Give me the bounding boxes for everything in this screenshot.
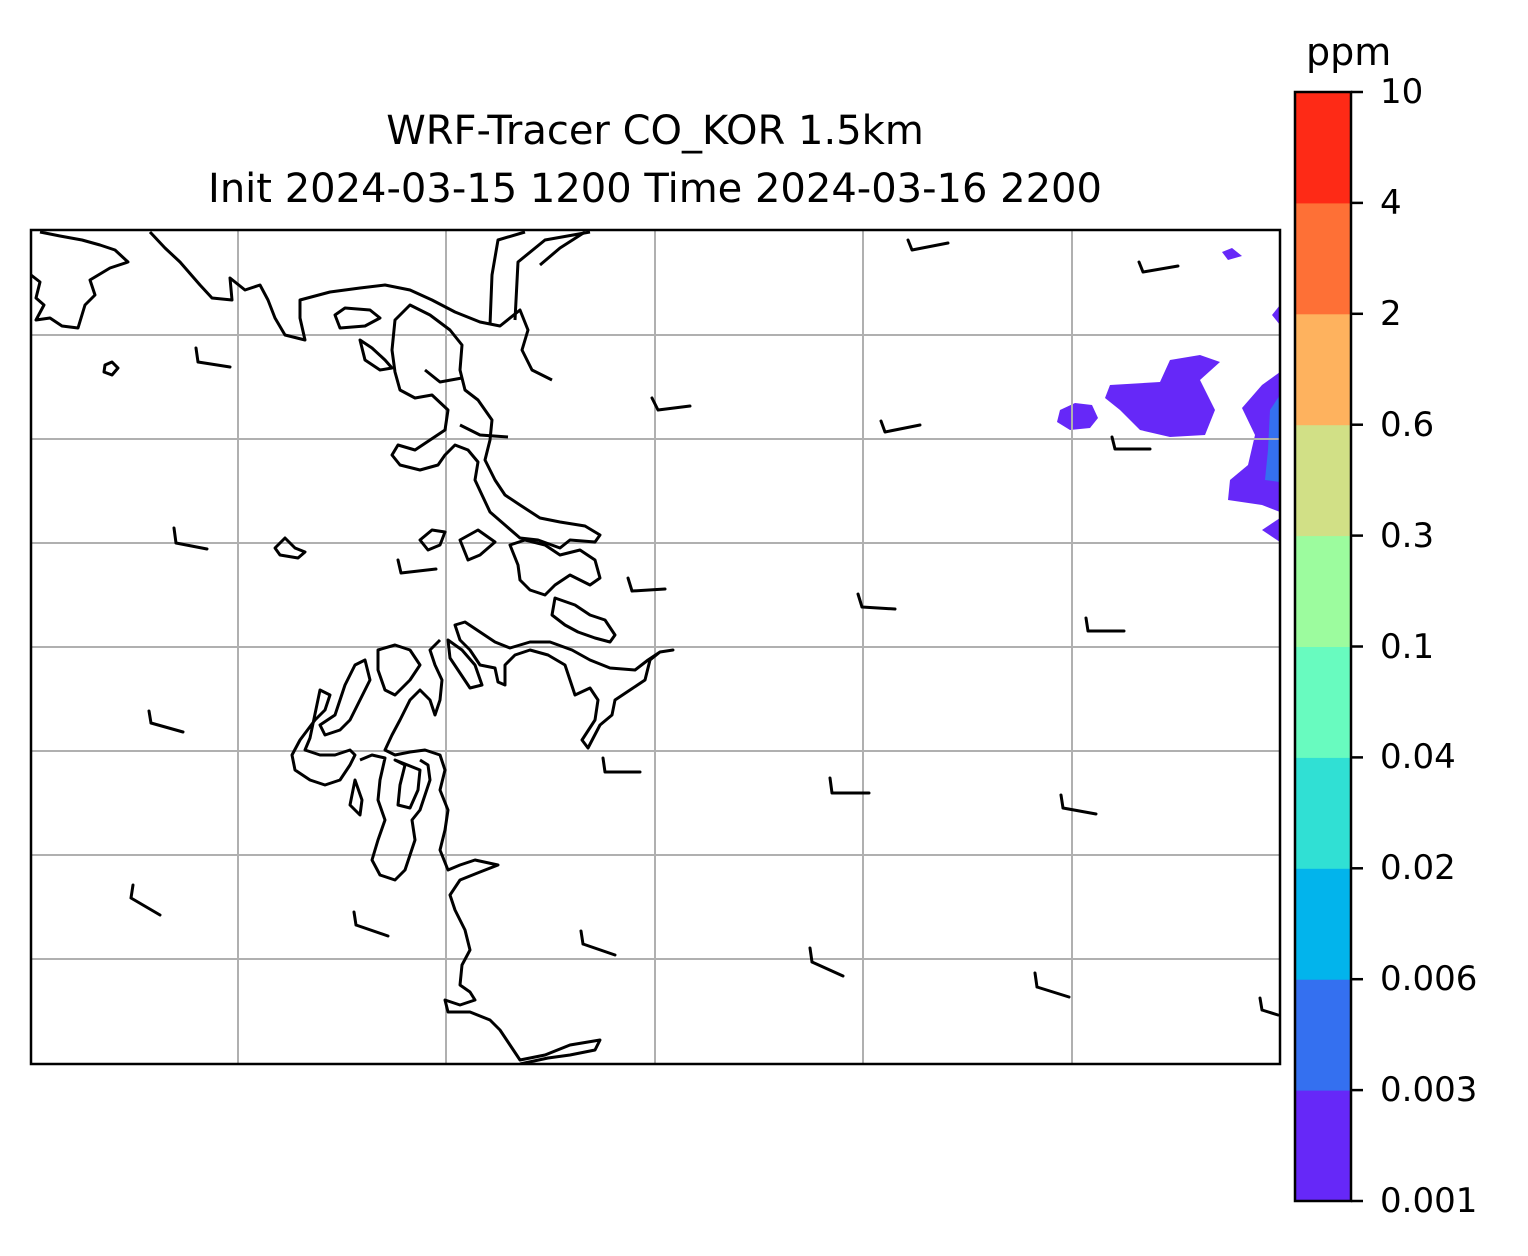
wind-barb — [129, 883, 162, 917]
coastline-west-islands-6 — [348, 778, 364, 817]
colorbar-tick-label: 0.3 — [1380, 515, 1435, 556]
wind-barb — [147, 709, 185, 734]
coastline-mid — [508, 538, 602, 597]
chart-title-line2: Init 2024-03-15 1200 Time 2024-03-16 220… — [208, 166, 1102, 212]
island-a — [333, 306, 382, 330]
colorbar-segment — [1295, 313, 1351, 426]
coastline-west-islands-4 — [359, 753, 432, 882]
wind-barb — [396, 558, 438, 575]
colorbar-unit-label: ppm — [1306, 30, 1392, 74]
island-e — [418, 528, 447, 552]
colorbar-tick-label: 2 — [1380, 293, 1402, 334]
coastline-river-1 — [488, 230, 526, 326]
colorbar-segment — [1295, 757, 1351, 869]
colorbar-segment — [1295, 202, 1351, 315]
coastline-river-3 — [539, 230, 586, 267]
colorbar-segment — [1295, 1090, 1351, 1202]
colorbar-tick-label: 0.001 — [1380, 1181, 1478, 1221]
wind-barb — [626, 576, 667, 593]
colorbar-segment — [1295, 646, 1351, 758]
wind-barb — [879, 419, 922, 434]
gridlines — [31, 230, 1280, 1064]
chart-title-line1: WRF-Tracer CO_KOR 1.5km — [386, 108, 924, 154]
coastline-north — [31, 230, 130, 330]
colorbar-tick-label: 0.04 — [1380, 737, 1456, 778]
colorbar-segment — [1295, 92, 1351, 204]
wind-barb — [906, 238, 950, 252]
wind-barb — [1258, 996, 1280, 1017]
colorbar-tick-label: 0.6 — [1380, 404, 1435, 445]
wind-barb — [1033, 971, 1071, 999]
coastline-west — [459, 423, 509, 439]
coastline-north-2 — [148, 230, 553, 382]
wind-barb — [856, 592, 897, 611]
colorbar-segments — [1295, 92, 1351, 1202]
coastline-river-2 — [513, 230, 591, 321]
coastline-islands-sw — [446, 638, 484, 690]
colorbar-tick-label: 4 — [1380, 182, 1402, 223]
colorbar-tick-label: 0.1 — [1380, 626, 1435, 667]
colorbar-segment — [1295, 979, 1351, 1091]
wind-barb — [172, 526, 209, 551]
wind-barb — [1059, 793, 1098, 816]
colorbar-tick-label: 0.02 — [1380, 848, 1456, 889]
island-c — [102, 360, 120, 377]
coastline-mid-2 — [550, 596, 617, 644]
wind-barb — [1110, 435, 1152, 451]
coastline-west-coast — [383, 638, 602, 1064]
colorbar-segment — [1295, 868, 1351, 980]
colorbar-ticks — [1351, 90, 1363, 1203]
colorbar-tick-label: 10 — [1380, 72, 1424, 112]
coastline-west-islands — [376, 643, 422, 697]
colorbar-tick-label: 0.003 — [1380, 1070, 1478, 1111]
colorbar-segment — [1295, 424, 1351, 537]
map-frame — [29, 228, 1282, 1066]
coastline-inlet — [424, 368, 463, 384]
wind-barbs — [129, 238, 1280, 1017]
tracer-contours — [1057, 248, 1280, 542]
colorbar-segment — [1295, 535, 1351, 647]
wind-barb — [1084, 616, 1126, 633]
wind-barb — [352, 910, 390, 938]
tracer-blob-edge-top — [1272, 305, 1280, 325]
island-f — [458, 528, 497, 562]
coastline-west-islands-5 — [393, 758, 422, 810]
coastlines — [31, 230, 675, 1064]
wind-barb — [1137, 260, 1180, 274]
coastline-west-islands-3 — [290, 688, 357, 787]
wind-barb — [808, 946, 845, 978]
tracer-blob-top-right — [1222, 248, 1242, 260]
tracer-blob-edge-lower — [1262, 518, 1280, 542]
coastline-peninsula — [453, 620, 675, 750]
tracer-blob-east — [1105, 355, 1220, 437]
tracer-blob-small — [1057, 403, 1098, 430]
wind-barb — [650, 396, 692, 412]
island-d — [273, 536, 307, 560]
colorbar-tick-label: 0.006 — [1380, 959, 1478, 1000]
coastline-west-islands-2 — [318, 658, 372, 737]
island-b — [358, 338, 394, 372]
wind-barb — [579, 929, 617, 957]
wind-barb — [601, 756, 642, 774]
wind-barb — [828, 776, 871, 795]
wind-barb — [194, 346, 232, 369]
coastline-bay — [390, 303, 602, 550]
